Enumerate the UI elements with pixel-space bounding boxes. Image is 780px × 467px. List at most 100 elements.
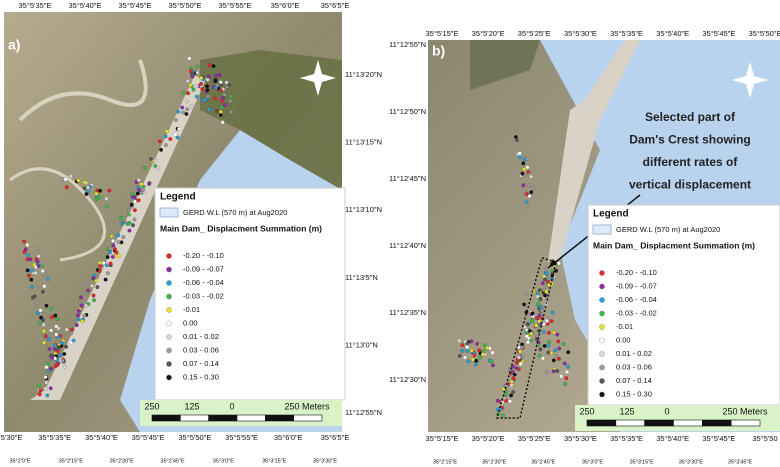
insar-point [70, 327, 74, 332]
insar-point [546, 279, 550, 284]
insar-point [64, 344, 69, 349]
insar-point [127, 207, 132, 212]
insar-point [562, 361, 567, 366]
insar-point [62, 365, 67, 369]
insar-point [524, 200, 529, 205]
insar-point [153, 158, 158, 163]
insar-point [32, 294, 37, 299]
coordinate-label: 35°5'55"E [225, 433, 258, 442]
insar-point [510, 370, 515, 374]
coordinate-label: 35°6'0"E [271, 1, 300, 10]
insar-point [76, 313, 80, 318]
insar-point [173, 132, 178, 137]
legend-label: -0.09 - -0.07 [183, 264, 224, 273]
insar-point [213, 96, 218, 101]
insar-point [228, 94, 233, 99]
insar-point [140, 188, 145, 193]
insar-point [465, 349, 470, 353]
compass [732, 62, 768, 98]
insar-point [83, 282, 88, 287]
insar-point [545, 370, 549, 375]
insar-point [547, 331, 551, 335]
insar-point [41, 318, 45, 322]
insar-point [180, 105, 185, 110]
insar-point [460, 349, 465, 353]
insar-point [525, 165, 530, 170]
insar-point [43, 334, 48, 339]
coordinate-label: 35°6'5"E [321, 433, 350, 442]
insar-point [491, 363, 495, 368]
scale-bar [180, 414, 209, 422]
coordinate-label: 35°2'0"E [9, 458, 30, 464]
insar-point [537, 288, 542, 293]
coordinate-label: 35°5'50"E [169, 1, 202, 10]
insar-point [541, 356, 545, 361]
legend-swatch [599, 310, 605, 317]
annotation-text: Selected part of [645, 110, 736, 124]
insar-point [79, 295, 83, 300]
insar-point [164, 143, 168, 148]
coordinate-label: 35°5'45"E [132, 433, 165, 442]
insar-point [522, 302, 526, 307]
insar-point [555, 369, 560, 373]
insar-point [200, 87, 205, 91]
insar-point [82, 186, 87, 190]
legend-swatch [599, 391, 605, 398]
scale-bar [151, 414, 181, 422]
coordinate-label: 11°13'15"N [345, 138, 382, 147]
insar-point [564, 376, 569, 381]
coordinate-label: 35°5'30"E [564, 29, 597, 38]
insar-point [131, 223, 135, 228]
insar-point [557, 346, 562, 351]
legend-label: -0.20 - -0.10 [183, 251, 224, 260]
scale-panel [140, 400, 342, 426]
scale-label: 0 [229, 401, 234, 411]
insar-point [501, 387, 506, 391]
insar-point [71, 338, 76, 343]
coordinate-label: 35°5'45"E [702, 29, 735, 38]
insar-point [133, 199, 137, 204]
insar-point [98, 188, 102, 193]
scale-bar [702, 419, 732, 427]
insar-point [84, 192, 89, 197]
insar-point [511, 376, 516, 381]
insar-point [185, 107, 190, 112]
insar-point [116, 233, 121, 238]
legend-label: GERD W.L (570 m) at Aug2020 [616, 225, 720, 234]
insar-point [529, 174, 533, 179]
insar-point [512, 372, 517, 377]
insar-point [537, 313, 542, 318]
coordinate-label: 35°5'35"E [610, 29, 643, 38]
legend-label: 0.15 - 0.30 [183, 372, 219, 381]
insar-point [41, 322, 46, 327]
insar-point [185, 79, 190, 83]
insar-point [521, 161, 526, 166]
insar-point [228, 99, 233, 103]
insar-point [529, 331, 534, 336]
insar-point [550, 310, 555, 315]
insar-point [552, 330, 556, 335]
coordinate-label: 11°12'50"N [389, 107, 426, 116]
insar-point [207, 63, 212, 67]
insar-point [55, 317, 60, 321]
insar-point [125, 222, 130, 227]
insar-point [471, 357, 475, 362]
coordinate-label: 35°5'50 [752, 434, 777, 443]
scale-bar [730, 419, 761, 427]
insar-point [543, 293, 547, 298]
insar-point [527, 194, 532, 199]
coordinate-label: 35°5'40"E [656, 29, 689, 38]
coordinate-label: 35°5'55"E [219, 1, 252, 10]
coordinate-label: 35°3'15"E [262, 458, 286, 464]
insar-point [42, 340, 46, 345]
legend-swatch [166, 334, 172, 340]
insar-point [32, 262, 37, 267]
legend-label: -0.06 - -0.04 [616, 295, 657, 304]
insar-point [38, 320, 42, 325]
legend-swatch [599, 270, 605, 276]
insar-point [101, 261, 106, 265]
insar-point [529, 338, 534, 343]
insar-point [489, 359, 494, 364]
insar-point [181, 110, 186, 115]
insar-point [529, 190, 534, 195]
